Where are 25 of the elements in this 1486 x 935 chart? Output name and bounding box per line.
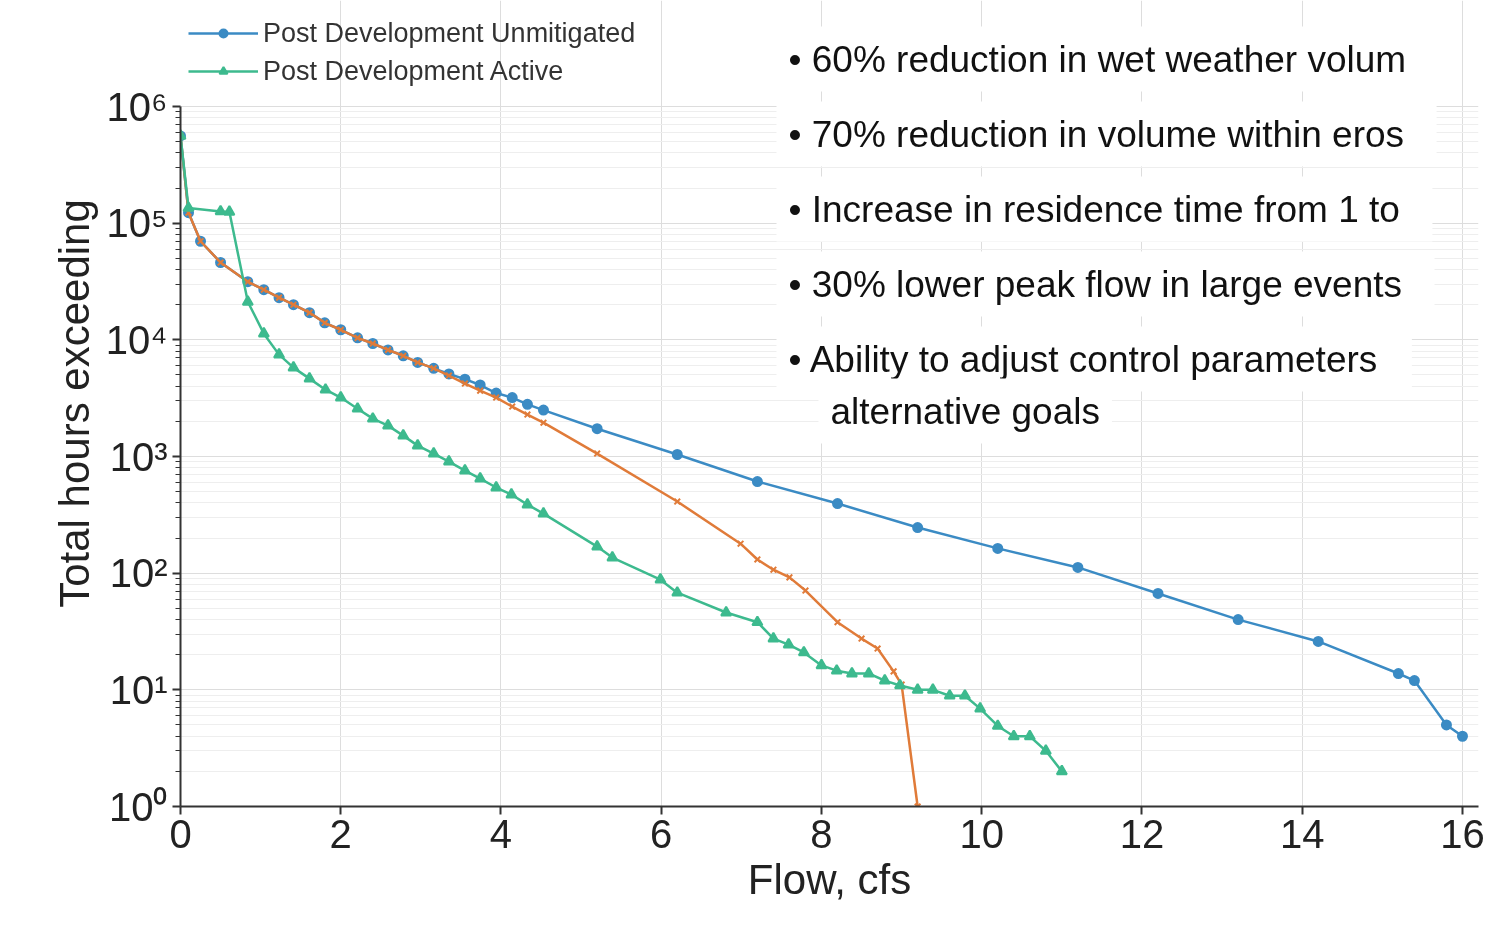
annotation: • 30% lower peak flow in large events <box>788 263 1402 305</box>
y-tick-label: 10⁰ <box>109 784 168 829</box>
x-tick-label: 6 <box>650 811 673 856</box>
y-tick-label: 10³ <box>109 434 168 479</box>
y-tick-label: 10¹ <box>109 667 168 712</box>
x-tick-label: 10 <box>959 811 1004 856</box>
y-tick-label: 10⁶ <box>106 84 168 129</box>
x-tick-label: 8 <box>810 811 833 856</box>
y-axis-title: Total hours exceeding <box>50 199 98 608</box>
annotation: • Increase in residence time from 1 to <box>788 188 1400 230</box>
annotation: • Ability to adjust control parameters alternative goals <box>788 338 1378 432</box>
x-tick-label: 16 <box>1440 811 1485 856</box>
text: • 60% reduction in wet weather volum <box>788 38 1407 80</box>
y-tick-label: 10⁵ <box>106 201 168 246</box>
x-tick-label: 12 <box>1119 811 1165 856</box>
x-axis-title: Flow, cfs <box>747 855 912 903</box>
legend-label: Post Development Unmitigated <box>263 16 636 50</box>
x-tick-label: 4 <box>489 811 513 856</box>
legend-label: Post Development Active <box>263 54 564 88</box>
x-tick-label: 2 <box>329 811 352 856</box>
annotation: • 70% reduction in volume within eros <box>788 113 1405 155</box>
y-tick-label: 10² <box>109 551 168 596</box>
y-tick-label: 10⁴ <box>105 317 168 362</box>
x-tick-label: 14 <box>1279 811 1325 856</box>
x-tick-label: 0 <box>169 811 192 856</box>
